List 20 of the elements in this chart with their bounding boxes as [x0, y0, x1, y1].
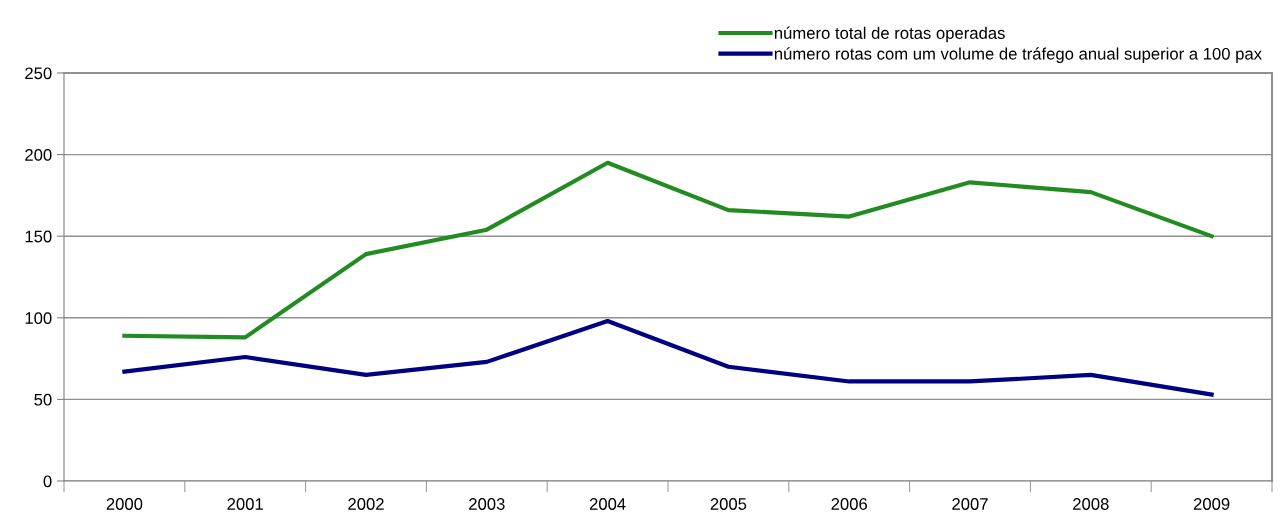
- line-series: [122, 160, 1214, 340]
- y-tick-label: 0: [43, 475, 52, 488]
- x-tick-label: 2001: [227, 498, 263, 510]
- x-tick-label: 2005: [710, 498, 747, 510]
- x-tick-label: 2002: [348, 498, 384, 510]
- x-tick-label: 2008: [1073, 498, 1109, 510]
- legend-label: número total de rotas operadas: [774, 26, 1005, 43]
- x-tick-label: 2007: [952, 498, 988, 510]
- legend-label: número rotas com um volume de tráfego anual superior a 100 pax: [774, 47, 1262, 63]
- x-tick-label: 2004: [589, 498, 626, 510]
- y-tick-label: 100: [25, 312, 52, 324]
- y-tick-label: 250: [25, 67, 52, 80]
- y-tick-label: 50: [34, 393, 52, 406]
- y-tick-label: 150: [25, 230, 52, 243]
- x-tick-label: 2000: [106, 498, 143, 510]
- y-tick-label: 200: [25, 149, 52, 161]
- x-tick-label: 2003: [469, 498, 505, 510]
- x-tick-label: 2009: [1193, 498, 1230, 510]
- line-series: [122, 318, 1214, 397]
- x-tick-label: 2006: [831, 498, 868, 510]
